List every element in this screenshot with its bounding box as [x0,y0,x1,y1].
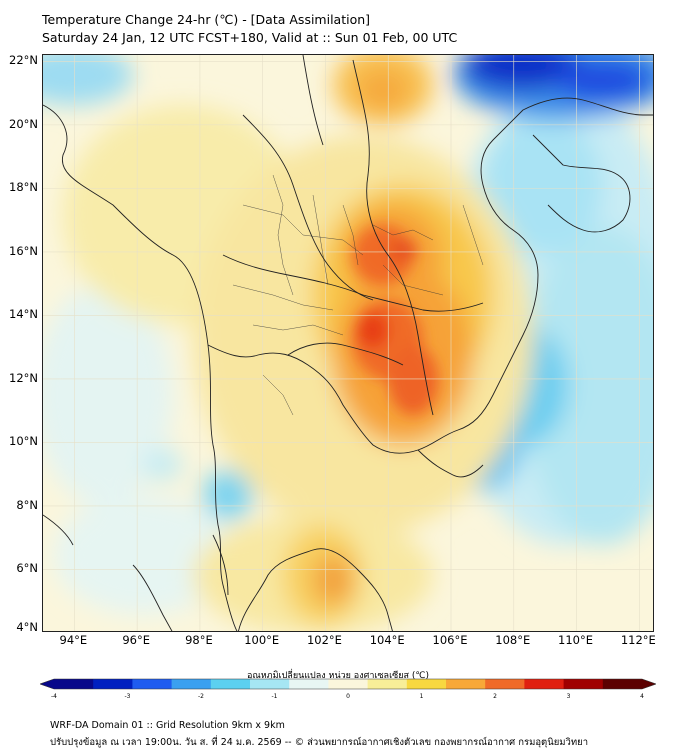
colorbar-title: อุณหภูมิเปลี่ยนแปลง หน่วย องศาเซลเซียส (… [246,671,430,681]
colorbar-segment [485,679,525,689]
colorbar-segment [54,679,94,689]
colorbar [40,678,656,690]
map-panel[interactable] [42,54,654,632]
colorbar-tick-label: 1 [419,693,424,700]
colorbar-tick-label: 2 [493,693,497,700]
latitude-label: 8°N [16,497,38,512]
latitude-label: 10°N [9,434,38,449]
colorbar-tick-label: 4 [640,693,644,700]
colorbar-segment [563,679,604,689]
longitude-label: 106°E [432,633,468,647]
latitude-label: 4°N [16,620,38,634]
borders-and-coastlines [43,55,653,631]
colorbar-segment [289,679,329,689]
footer-domain-info: WRF-DA Domain 01 :: Grid Resolution 9km … [50,720,285,731]
graticule [43,55,653,631]
colorbar-tick-label: -3 [124,693,131,700]
chart-title: Temperature Change 24-hr (℃) - [Data Ass… [42,12,371,27]
colorbar-tick-label: 3 [566,693,571,700]
longitude-label: 98°E [185,633,213,647]
latitude-label: 14°N [9,307,38,322]
colorbar-segment [367,679,408,689]
colorbar-tick-label: -1 [271,693,278,700]
colorbar-segment [328,679,369,689]
colorbar-tick-label: -2 [198,693,204,700]
longitude-label: 112°E [620,633,656,647]
colorbar-min-extend [40,679,54,689]
footer-credit: ปรับปรุงข้อมูล ณ เวลา 19:00น. วัน ส. ที่… [50,737,589,748]
colorbar-segment [171,679,212,689]
colorbar-segment [93,679,133,689]
longitude-label: 100°E [244,633,280,647]
colorbar-outline [40,678,656,690]
longitude-label: 102°E [306,633,342,647]
temperature-change-map [43,55,653,631]
latitude-label: 20°N [9,116,38,131]
latitude-label: 12°N [9,370,38,385]
latitude-label: 22°N [9,53,38,68]
colorbar-segment [132,679,173,689]
province-boundaries [232,174,484,416]
colorbar-segment [446,679,486,689]
longitude-label: 96°E [122,633,150,647]
latitude-label: 16°N [9,243,38,258]
colorbar-segment [524,679,565,689]
colorbar-segment [210,679,251,689]
field-shading [43,55,653,631]
colorbar-segment [406,679,447,689]
longitude-label: 104°E [369,633,405,647]
colorbar-segment [602,679,643,689]
longitude-label: 108°E [495,633,531,647]
colorbar-max-extend [642,679,656,689]
chart-subtitle: Saturday 24 Jan, 12 UTC FCST+180, Valid … [42,30,458,45]
colorbar-segment [250,679,290,689]
colorbar-tick-label: 0 [346,693,350,700]
colorbar-tick-label: -4 [51,693,57,700]
latitude-label: 6°N [16,561,38,576]
longitude-label: 110°E [558,633,594,647]
latitude-label: 18°N [9,180,38,195]
longitude-label: 94°E [59,633,88,647]
